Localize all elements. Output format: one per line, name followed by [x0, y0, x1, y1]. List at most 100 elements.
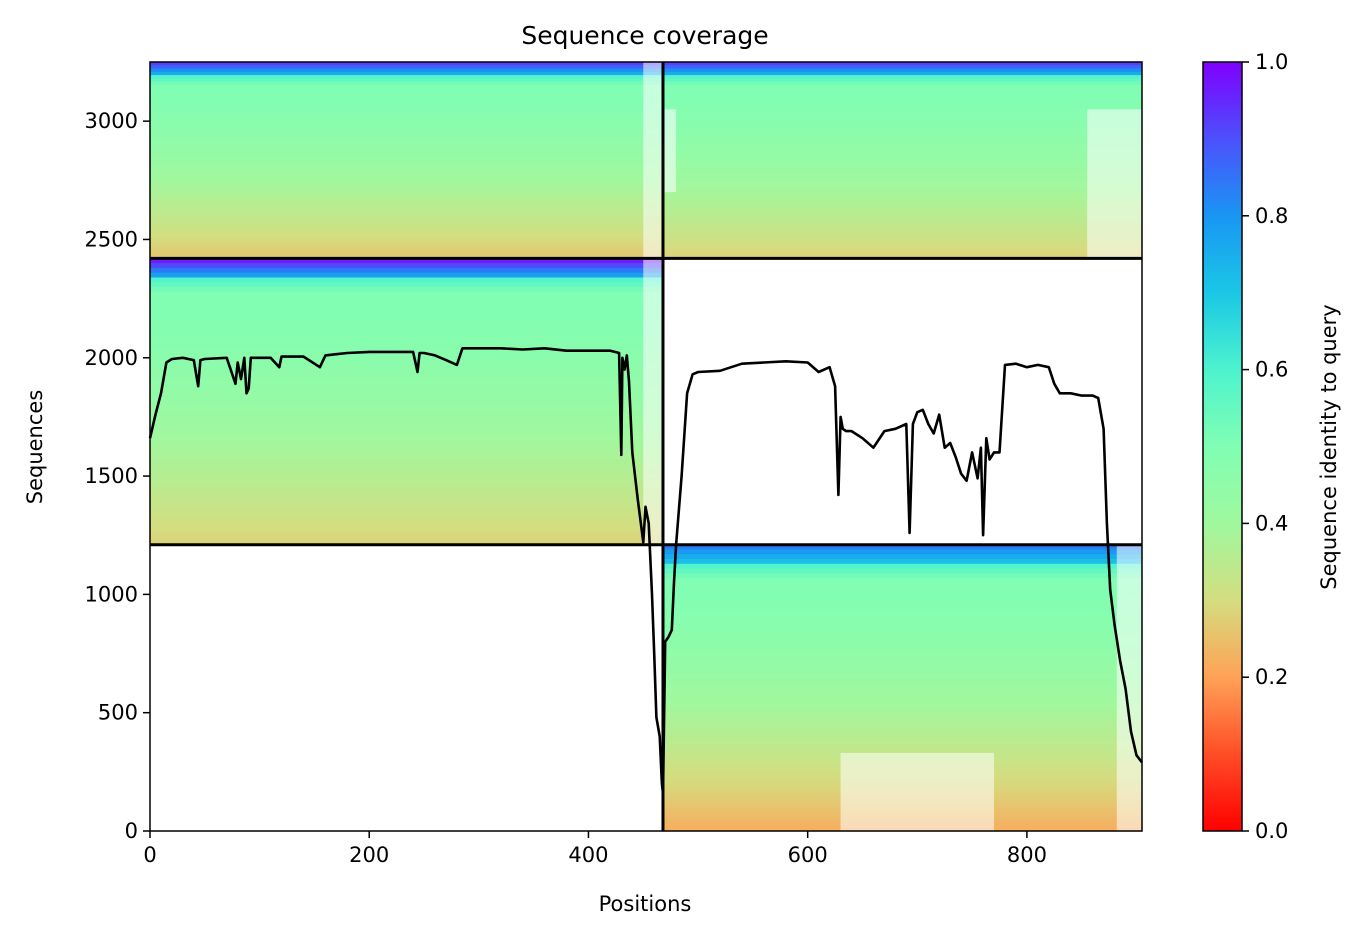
colorbar-tick-label: 0.6 — [1255, 358, 1288, 382]
heatmap-band — [150, 251, 663, 256]
heatmap-band — [150, 186, 663, 191]
heatmap-band — [150, 468, 663, 474]
colorbar-tick-label: 1.0 — [1255, 50, 1288, 74]
heatmap-band — [150, 449, 663, 455]
heatmap-band — [662, 554, 1142, 560]
heatmap-band — [150, 368, 663, 374]
heatmap-band — [662, 153, 1142, 158]
heatmap-band — [662, 649, 1142, 656]
heatmap-gap — [840, 752, 995, 831]
heatmap-band — [150, 458, 663, 465]
heatmap-band — [662, 94, 1142, 99]
heatmap-band — [662, 134, 1142, 138]
heatmap-band — [150, 75, 663, 79]
heatmap-band — [150, 65, 663, 70]
heatmap-band — [150, 192, 663, 197]
heatmap-band — [662, 137, 1142, 142]
heatmap-band — [150, 189, 663, 194]
heatmap-band — [150, 117, 663, 122]
heatmap-band — [662, 730, 1142, 737]
heatmap-band — [150, 140, 663, 145]
heatmap-band — [150, 104, 663, 109]
heatmap-band — [150, 492, 663, 498]
empty-region — [150, 544, 663, 831]
chart-title: Sequence coverage — [521, 21, 768, 50]
heatmap-band — [662, 616, 1142, 622]
heatmap-band — [662, 606, 1142, 613]
heatmap-band — [150, 68, 663, 73]
heatmap-band — [150, 406, 663, 412]
heatmap-band — [150, 516, 663, 522]
heatmap-band — [662, 597, 1142, 603]
heatmap-band — [150, 84, 663, 89]
heatmap-band — [662, 582, 1142, 589]
heatmap-band — [662, 251, 1142, 256]
heatmap-band — [150, 334, 663, 341]
heatmap-band — [662, 663, 1142, 670]
heatmap-band — [150, 235, 663, 240]
heatmap-band — [150, 232, 663, 237]
heatmap-band — [662, 71, 1142, 76]
heatmap-band — [662, 212, 1142, 217]
heatmap-band — [662, 587, 1142, 594]
heatmap-band — [662, 202, 1142, 207]
heatmap-band — [150, 267, 663, 274]
heatmap-band — [662, 140, 1142, 145]
heatmap-band — [662, 245, 1142, 250]
heatmap-band — [662, 209, 1142, 214]
heatmap-band — [150, 156, 663, 161]
heatmap-band — [662, 117, 1142, 122]
heatmap-band — [662, 630, 1142, 636]
heatmap-band — [150, 329, 663, 336]
colorbar-gradient — [1202, 61, 1243, 832]
heatmap-band — [150, 147, 663, 151]
heatmap-band — [150, 377, 663, 384]
heatmap-band — [662, 706, 1142, 713]
heatmap-band — [150, 120, 663, 125]
heatmap-band — [150, 91, 663, 96]
heatmap-band — [662, 242, 1142, 246]
heatmap-band — [662, 621, 1142, 627]
heatmap-band — [662, 68, 1142, 73]
heatmap-band — [150, 520, 663, 527]
heatmap-band — [150, 225, 663, 230]
heatmap-band — [150, 415, 663, 422]
y-tick-label: 500 — [98, 701, 138, 725]
heatmap-band — [662, 130, 1142, 135]
heatmap-band — [662, 228, 1142, 233]
heatmap-band — [662, 559, 1142, 565]
heatmap-band — [150, 127, 663, 132]
heatmap-band — [150, 344, 663, 350]
heatmap-band — [150, 238, 663, 243]
y-tick-label: 2500 — [85, 227, 138, 251]
heatmap-band — [150, 170, 663, 174]
heatmap-band — [150, 81, 663, 86]
x-tick-label: 800 — [1007, 843, 1047, 867]
heatmap-band — [150, 420, 663, 427]
heatmap-band — [662, 716, 1142, 722]
x-tick-label: 0 — [143, 843, 156, 867]
heatmap-band — [662, 740, 1142, 746]
colorbar-tick-label: 0.4 — [1255, 511, 1288, 535]
heatmap-band — [662, 238, 1142, 243]
heatmap-band — [662, 687, 1142, 694]
heatmap-band — [150, 496, 663, 503]
heatmap-band — [662, 65, 1142, 70]
x-tick-label: 600 — [788, 843, 828, 867]
heatmap-band — [150, 430, 663, 436]
heatmap-band — [150, 173, 663, 178]
heatmap-band — [662, 219, 1142, 223]
heatmap-band — [662, 111, 1142, 115]
heatmap-band — [150, 206, 663, 210]
heatmap-band — [662, 143, 1142, 148]
heatmap-band — [150, 473, 663, 479]
heatmap-band — [150, 382, 663, 388]
heatmap-band — [150, 306, 663, 312]
heatmap-band — [150, 183, 663, 187]
heatmap-band — [150, 439, 663, 446]
heatmap-band — [150, 130, 663, 135]
heatmap-band — [662, 248, 1142, 253]
heatmap-band — [662, 668, 1142, 675]
heatmap-band — [150, 325, 663, 331]
